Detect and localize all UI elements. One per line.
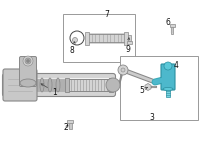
Bar: [85, 32, 89, 45]
Circle shape: [72, 37, 78, 42]
Text: 5: 5: [140, 86, 147, 95]
Bar: [166, 89, 170, 97]
Circle shape: [26, 60, 30, 62]
Ellipse shape: [163, 87, 173, 91]
FancyBboxPatch shape: [3, 69, 37, 101]
Text: 3: 3: [150, 112, 154, 122]
Ellipse shape: [40, 78, 44, 92]
Circle shape: [121, 68, 125, 72]
Circle shape: [23, 56, 33, 66]
Bar: [124, 32, 128, 45]
Bar: [128, 35, 131, 41]
Bar: [67, 120, 73, 123]
Text: 6: 6: [166, 17, 170, 26]
Ellipse shape: [48, 78, 52, 92]
Ellipse shape: [56, 78, 60, 92]
Bar: [109, 78, 113, 92]
Text: 7: 7: [105, 10, 109, 19]
Text: 4: 4: [174, 61, 178, 70]
Text: 1: 1: [41, 84, 57, 96]
Bar: [170, 24, 174, 27]
Circle shape: [106, 78, 120, 92]
Bar: [65, 78, 69, 92]
FancyBboxPatch shape: [161, 64, 175, 90]
Bar: [63, 14, 135, 62]
Circle shape: [118, 65, 128, 75]
Bar: [88, 33, 125, 44]
Text: 2: 2: [64, 123, 68, 132]
Circle shape: [25, 58, 31, 64]
Bar: [127, 41, 132, 44]
Text: 8: 8: [70, 42, 75, 55]
Bar: [68, 123, 72, 129]
FancyBboxPatch shape: [2, 74, 116, 96]
FancyBboxPatch shape: [20, 56, 36, 86]
Text: 9: 9: [126, 38, 130, 54]
Bar: [171, 27, 173, 34]
Circle shape: [164, 62, 172, 70]
Bar: [120, 56, 198, 120]
Ellipse shape: [20, 79, 36, 87]
